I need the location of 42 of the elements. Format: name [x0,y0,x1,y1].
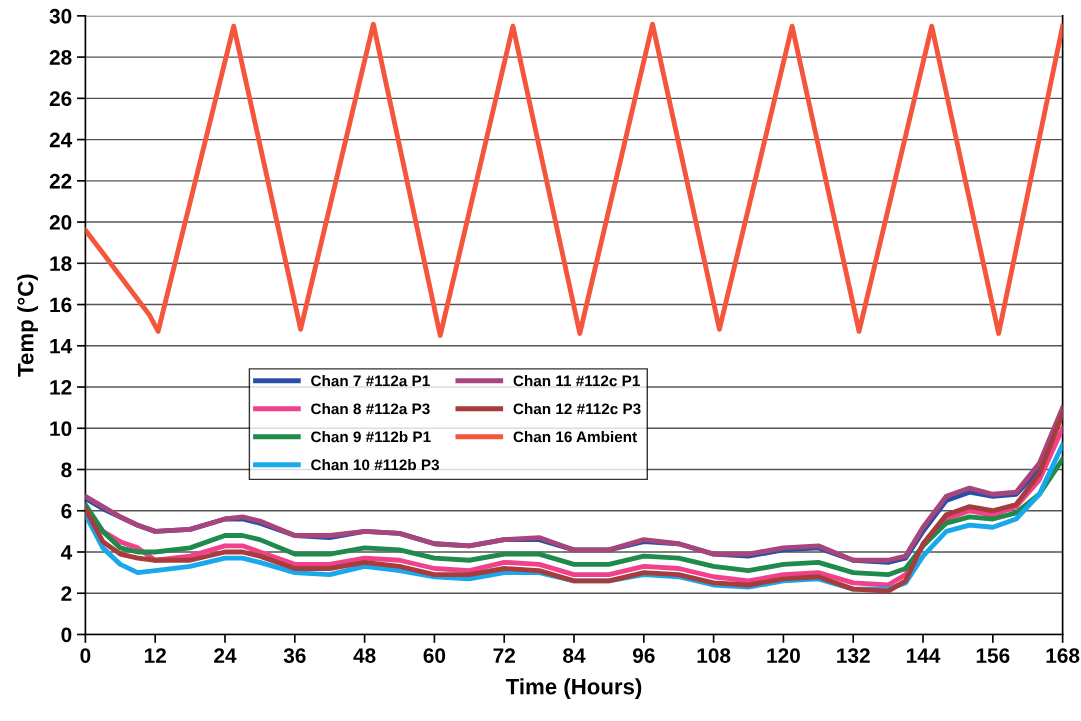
y-tick-label: 0 [61,627,72,643]
x-tick-label: 24 [214,648,237,663]
x-axis-title: Time (Hours) [505,678,642,699]
y-tick-label: 20 [49,215,72,230]
legend-label: Chan 10 #112b P3 [311,459,440,471]
x-tick-label: 84 [563,648,586,663]
x-tick-label: 12 [144,648,166,663]
legend-label: Chan 9 #112b P1 [311,431,431,443]
x-tick-label: 108 [697,648,731,663]
x-tick-label: 156 [976,648,1010,663]
x-tick-label: 96 [632,648,655,663]
y-tick-label: 24 [49,132,73,148]
legend-label: Chan 16 Ambient [513,431,637,443]
x-tick-label: 48 [353,648,376,663]
y-tick-label: 2 [61,586,72,601]
y-tick-label: 22 [49,173,72,189]
x-tick-label: 168 [1046,648,1080,663]
x-tick-label: 0 [80,648,91,663]
y-tick-label: 6 [61,503,72,519]
legend-label: Chan 7 #112a P1 [311,375,430,387]
x-tick-label: 36 [283,648,306,664]
y-tick-label: 28 [49,50,72,65]
y-tick-label: 26 [49,91,72,107]
x-tick-label: 120 [767,648,800,663]
y-tick-label: 8 [61,462,72,478]
y-tick-label: 18 [50,256,72,272]
x-tick-label: 72 [493,648,515,663]
x-tick-label: 132 [837,648,870,664]
line-series [85,456,1063,578]
x-tick-label: 60 [423,648,446,663]
y-tick-label: 30 [49,8,72,24]
line-series [85,21,1063,338]
y-tick-label: 4 [60,545,73,560]
y-tick-label: 10 [50,421,72,437]
y-axis-title: Temp (°C) [17,274,38,377]
x-tick-label: 144 [906,648,941,663]
legend-label: Chan 8 #112a P3 [311,403,430,415]
y-tick-label: 14 [50,339,73,354]
y-tick-label: 16 [50,297,72,313]
legend-label: Chan 12 #112c P3 [513,403,641,415]
legend-label: Chan 11 #112c P1 [513,375,640,387]
y-tick-label: 12 [50,380,72,395]
